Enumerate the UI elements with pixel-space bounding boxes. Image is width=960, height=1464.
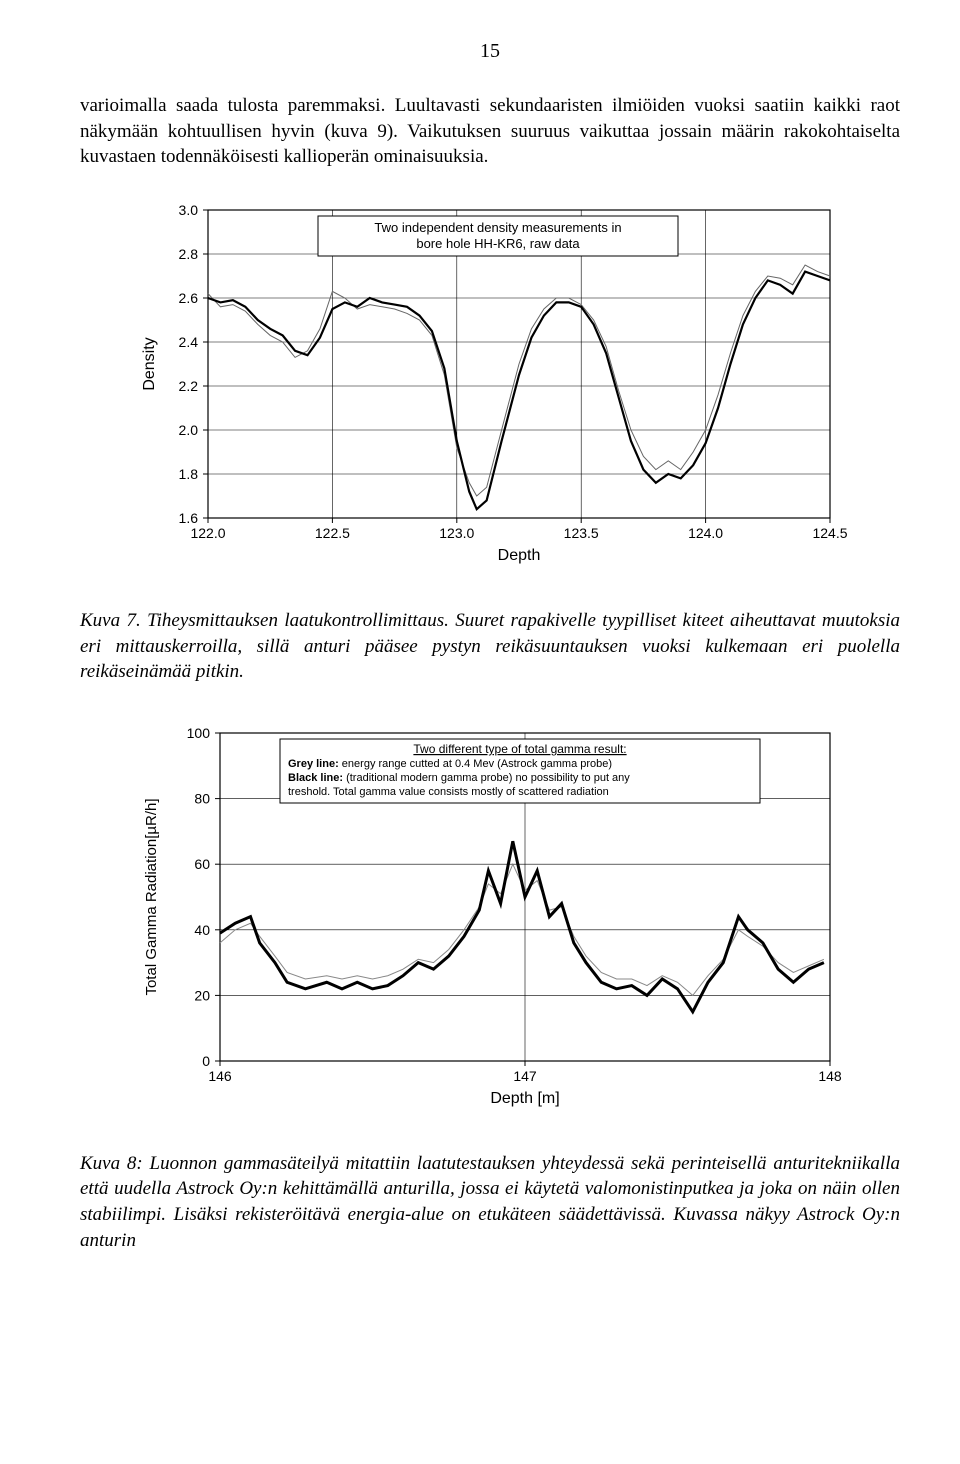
svg-text:1.8: 1.8	[179, 466, 199, 482]
svg-text:1.6: 1.6	[179, 510, 199, 526]
svg-text:3.0: 3.0	[179, 202, 199, 218]
svg-text:124.5: 124.5	[812, 525, 847, 541]
svg-text:2.6: 2.6	[179, 290, 199, 306]
svg-text:100: 100	[187, 725, 211, 741]
svg-text:Density: Density	[141, 337, 158, 390]
svg-text:Two different type of total ga: Two different type of total gamma result…	[413, 742, 626, 756]
svg-text:148: 148	[818, 1068, 842, 1084]
svg-text:treshold. Total gamma value co: treshold. Total gamma value consists mos…	[288, 786, 609, 798]
page-number: 15	[80, 40, 900, 63]
svg-text:2.2: 2.2	[179, 378, 199, 394]
svg-text:122.0: 122.0	[190, 525, 225, 541]
svg-text:Total Gamma Radiation[µR/h]: Total Gamma Radiation[µR/h]	[143, 798, 160, 995]
density-chart: 1.6 1.8 2.0 2.2 2.4 2.6 2.8 3.0 122.0 122.5 123.0 1…	[130, 198, 850, 578]
figure-7-caption: Kuva 7. Tiheysmittauksen laatukontrollim…	[80, 608, 900, 685]
intro-paragraph: varioimalla saada tulosta paremmaksi. Lu…	[80, 93, 900, 170]
svg-text:0: 0	[202, 1053, 210, 1069]
svg-text:Depth [m]: Depth [m]	[490, 1090, 559, 1107]
svg-text:bore hole HH-KR6, raw data: bore hole HH-KR6, raw data	[416, 236, 580, 251]
svg-text:122.5: 122.5	[315, 525, 350, 541]
svg-text:Black line: (traditional moder: Black line: (traditional modern gamma pr…	[288, 772, 630, 784]
svg-text:80: 80	[194, 790, 210, 806]
svg-text:60: 60	[194, 856, 210, 872]
gamma-chart: 0 20 40 60 80 100 146 147 148 Total Gamma Radiati…	[130, 721, 850, 1121]
svg-text:123.0: 123.0	[439, 525, 474, 541]
figure-8-caption: Kuva 8: Luonnon gammasäteilyä mitattiin …	[80, 1151, 900, 1254]
svg-text:123.5: 123.5	[564, 525, 599, 541]
svg-text:2.8: 2.8	[179, 246, 199, 262]
svg-text:146: 146	[208, 1068, 232, 1084]
svg-text:20: 20	[194, 987, 210, 1003]
svg-text:Grey line: energy range cutted: Grey line: energy range cutted at 0.4 Me…	[288, 758, 612, 770]
svg-text:40: 40	[194, 922, 210, 938]
svg-text:2.4: 2.4	[179, 334, 199, 350]
svg-text:2.0: 2.0	[179, 422, 199, 438]
svg-text:147: 147	[513, 1068, 537, 1084]
svg-text:Depth: Depth	[498, 547, 541, 564]
svg-text:Two independent density measur: Two independent density measurements in	[374, 220, 621, 235]
svg-text:124.0: 124.0	[688, 525, 723, 541]
